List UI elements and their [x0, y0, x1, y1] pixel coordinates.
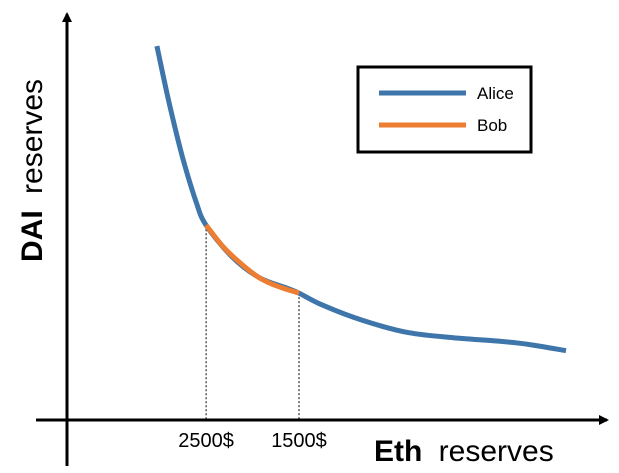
x-axis-label-bold: Eth [374, 435, 422, 468]
tick-label-2500: 2500$ [178, 430, 234, 452]
x-axis-label-rest: reserves [439, 435, 554, 468]
x-axis-label: Eth reserves [374, 435, 554, 468]
y-axis-label-rest: reserves [16, 79, 49, 194]
y-axis-label: DAI reserves [16, 79, 49, 262]
series-line-bob [204, 223, 300, 296]
legend-label-alice: Alice [477, 84, 514, 103]
legend-label-bob: Bob [477, 116, 507, 135]
legend-box [356, 65, 533, 154]
y-axis-label-bold: DAI [16, 210, 49, 262]
tick-label-1500: 1500$ [271, 430, 327, 452]
legend: Alice Bob [356, 65, 533, 154]
